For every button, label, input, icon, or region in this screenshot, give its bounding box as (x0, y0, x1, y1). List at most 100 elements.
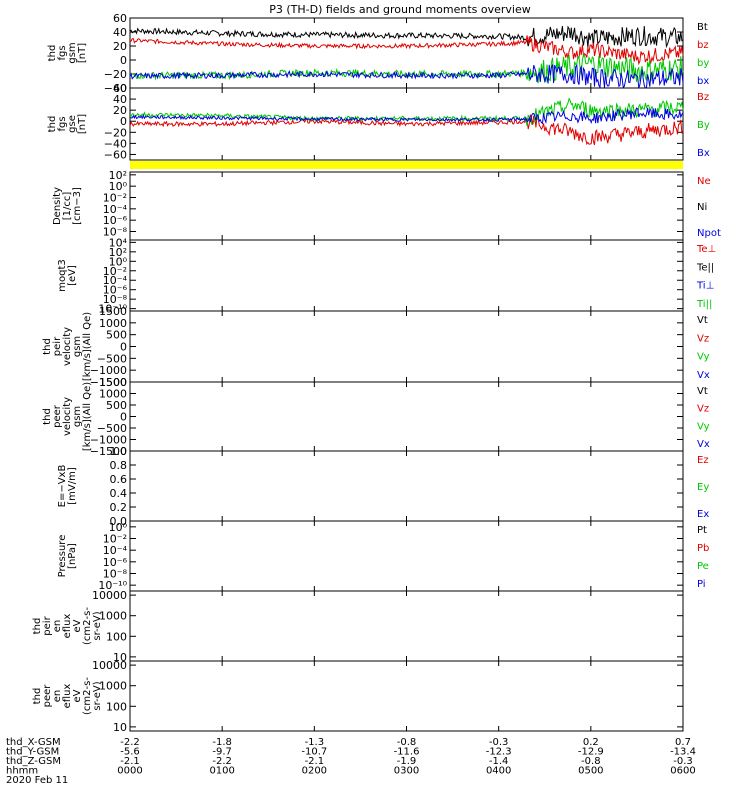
y-tick-label: 0 (120, 115, 127, 128)
panel-frame (129, 381, 684, 452)
panel-efield: 1.00.80.60.40.20.0 E=−VxB [mV/m] Ez Ey Ex (57, 445, 709, 528)
y-tick-label: 40 (113, 93, 127, 106)
y-axis-label: en (52, 690, 63, 703)
y-tick-label: 10⁰ (109, 180, 128, 193)
y-tick-label: 10⁻² (103, 533, 127, 546)
y-tick-label: 10⁰ (109, 521, 128, 534)
legend-entry: Bx (697, 148, 710, 159)
legend-entry: Te⊥ (696, 244, 716, 255)
legend-entry: Pe (697, 561, 709, 572)
ephem-value: 0400 (486, 766, 511, 777)
legend-entry: Vy (697, 421, 710, 432)
y-tick-label: 0.6 (110, 473, 128, 486)
ephem-value: -2.1 (305, 756, 325, 767)
legend-entry: Npot (697, 228, 721, 239)
series-line (129, 35, 684, 66)
y-axis-label: thd (47, 45, 58, 62)
y-tick-label: 10000 (92, 589, 127, 602)
legend-entry: Pb (697, 543, 709, 554)
y-axis-label: E=−VxB (57, 465, 68, 508)
y-tick-label: 100 (106, 700, 127, 713)
y-tick-label: 0.0 (110, 515, 128, 528)
y-tick-label: 500 (106, 399, 127, 412)
y-tick-label: 10² (109, 169, 127, 182)
ephem-value: -2.1 (120, 756, 140, 767)
y-tick-label: 100 (106, 630, 127, 643)
y-axis-label: peir (42, 615, 53, 635)
y-axis-label: [km/s](All Qe) (82, 382, 93, 451)
y-axis-label: [nT] (77, 43, 88, 63)
ephem-value: -5.6 (120, 747, 140, 758)
y-tick-label: −40 (104, 82, 127, 95)
series-line (129, 54, 684, 84)
y-axis-label: velocity (62, 327, 73, 366)
y-axis-label: eflux (62, 614, 73, 639)
y-axis-label: en (52, 620, 63, 633)
y-tick-label: 1500 (99, 305, 127, 318)
y-axis-label: (cm2-s- (82, 677, 93, 715)
ephem-row-label: thd_Y-GSM (6, 747, 59, 758)
y-axis-label: fgs (57, 116, 68, 131)
ephem-value: 0.7 (675, 737, 691, 748)
panel-frame (129, 520, 684, 592)
ephem-value: 0600 (670, 766, 695, 777)
legend-entry: Vx (697, 370, 710, 381)
ephem-value: 0100 (209, 766, 234, 777)
y-axis-label: [nT] (77, 114, 88, 134)
y-axis-label: eV (72, 689, 83, 702)
y-tick-label: 1000 (99, 317, 127, 330)
y-axis-label: [eV] (67, 265, 78, 286)
y-tick-label: 10⁻⁶ (103, 214, 128, 227)
y-tick-label: 10⁻⁸ (103, 226, 128, 239)
series-line (129, 63, 684, 89)
ephem-date: 2020 Feb 11 (6, 775, 68, 786)
y-tick-label: −1500 (90, 376, 127, 389)
ephem-value: -2.2 (212, 756, 232, 767)
y-tick-label: −60 (104, 148, 127, 161)
y-axis-label: fgs (57, 45, 68, 60)
y-tick-label: −20 (104, 126, 127, 139)
y-axis-label: thd (42, 338, 53, 355)
y-tick-label: 0 (120, 411, 127, 424)
y-tick-label: 1000 (99, 388, 127, 401)
ephem-value: -10.7 (301, 747, 327, 758)
legend-entry: Bz (697, 92, 709, 103)
y-tick-label: 10⁻⁸ (103, 293, 128, 306)
y-axis-label: velocity (62, 397, 73, 436)
ephem-value: -0.8 (581, 756, 601, 767)
y-tick-label: 10⁻⁸ (103, 568, 128, 581)
ephem-value: -9.7 (212, 747, 232, 758)
legend-entry: By (697, 120, 710, 131)
y-tick-label: 60 (113, 82, 127, 95)
y-tick-label: 10 (113, 721, 127, 734)
legend-entry: bx (697, 76, 709, 87)
panel-ele-spec: 10000 1000 100 10 thd peer en eflux eV (cm2-s-sr-… (32, 659, 684, 734)
y-axis-label: gsm (72, 406, 83, 427)
legend-entry: Vt (697, 315, 708, 326)
ephem-value: -0.3 (673, 756, 693, 767)
panel-ion-spec: 10000 1000 100 10 thd peir en eflux eV (cm2-s-sr-… (32, 589, 684, 664)
y-axis-label: gsm (72, 336, 83, 357)
y-tick-label: −500 (97, 352, 127, 365)
y-tick-label: 0.4 (110, 487, 128, 500)
legend-entry: Ez (697, 455, 709, 466)
legend-entry: Pi (697, 579, 706, 590)
y-tick-label: 1000 (99, 680, 127, 693)
ephem-value: 0500 (578, 766, 603, 777)
y-axis-label: Density (52, 187, 63, 225)
legend-entry: Vt (697, 386, 708, 397)
ephem-value: -11.6 (394, 747, 420, 758)
y-tick-label: 60 (113, 12, 127, 25)
y-axis-label: [nPa] (67, 543, 78, 569)
legend-entry: Ni (697, 202, 707, 213)
y-axis-label: [cm−3] (72, 187, 83, 225)
y-axis-label: peer (42, 684, 53, 708)
y-tick-label: 0.2 (110, 501, 128, 514)
legend-entry: Pt (697, 525, 707, 536)
y-axis-label: thd (32, 618, 43, 635)
y-axis-label: moqt3 (57, 259, 68, 292)
